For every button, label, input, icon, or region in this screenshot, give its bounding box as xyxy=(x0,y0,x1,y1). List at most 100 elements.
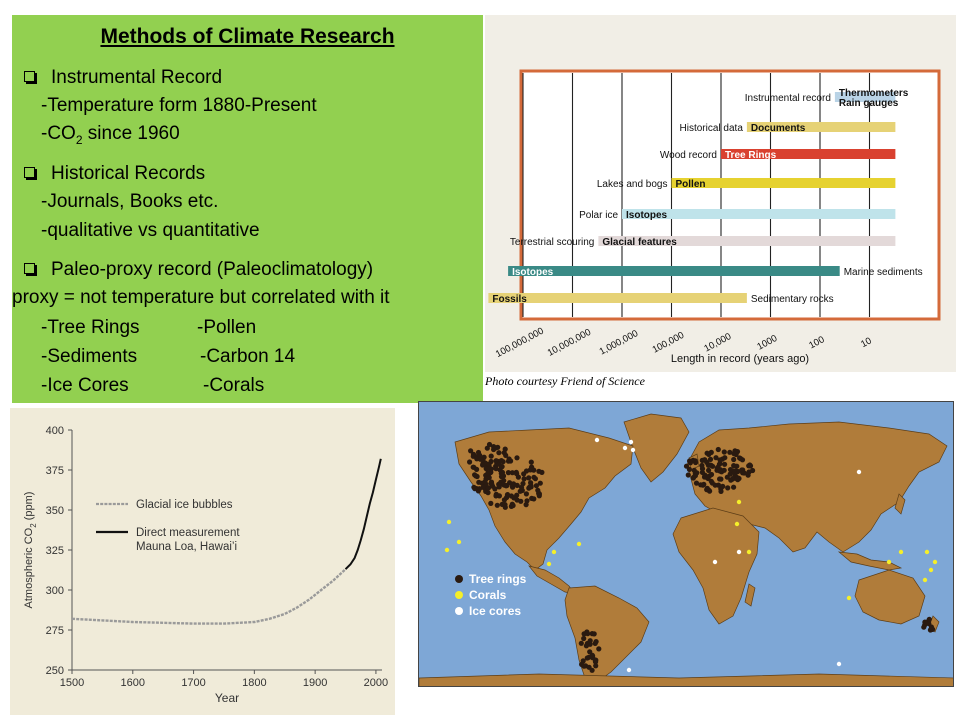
tree-ring-site xyxy=(486,441,493,448)
timeline-tick-label: 10 xyxy=(859,335,874,350)
tree-ring-site xyxy=(717,457,723,463)
tree-ring-site xyxy=(513,469,519,475)
timeline-row-label: Instrumental record xyxy=(745,93,831,104)
tree-ring-site xyxy=(523,468,530,474)
tree-ring-site xyxy=(499,469,505,475)
tree-ring-site xyxy=(586,654,592,660)
mauna-loa-series-line xyxy=(344,458,382,570)
coral-site xyxy=(898,549,904,555)
timeline-bar xyxy=(622,209,896,219)
coral-site xyxy=(551,549,557,555)
coral-site xyxy=(576,541,582,547)
tree-ring-site xyxy=(717,467,723,473)
tree-ring-site xyxy=(589,631,595,637)
tree-ring-site xyxy=(747,463,754,469)
tree-ring-site xyxy=(515,474,521,480)
tree-ring-site xyxy=(485,485,492,491)
tree-ring-site xyxy=(581,631,587,637)
tree-ring-site xyxy=(704,487,710,493)
timeline-bar-text: Documents xyxy=(751,123,806,134)
tree-ring-site xyxy=(921,624,927,630)
tree-ring-site xyxy=(928,624,934,630)
tree-ring-site xyxy=(505,470,511,476)
tree-ring-site xyxy=(472,472,478,478)
africa-shape xyxy=(672,507,760,625)
tree-ring-site xyxy=(707,462,713,468)
tree-ring-site xyxy=(467,459,473,465)
y-tick-label: 275 xyxy=(46,625,64,637)
tree-ring-site xyxy=(727,467,734,473)
tree-ring-site xyxy=(593,663,599,669)
antarctica-shape xyxy=(419,673,953,686)
ice-core-site xyxy=(630,447,636,453)
ice-core-site xyxy=(626,667,632,673)
timeline-bar xyxy=(598,236,896,246)
tree-ring-site xyxy=(745,472,751,478)
y-axis-label: Atmospheric CO2 (ppm) xyxy=(23,492,38,609)
tree-ring-site xyxy=(506,456,512,462)
tree-ring-site xyxy=(496,450,502,456)
checkbox-bullet-icon xyxy=(24,263,35,274)
timeline-tick-label: 1000 xyxy=(755,333,779,353)
australia-shape xyxy=(854,569,926,625)
tree-ring-site xyxy=(523,491,529,497)
legend-label: Direct measurement xyxy=(136,527,240,539)
timeline-bar-text: Isotopes xyxy=(512,267,554,278)
greenland-shape xyxy=(623,413,690,483)
coral-site xyxy=(746,549,752,555)
tree-ring-site xyxy=(593,639,599,645)
tree-ring-site xyxy=(493,445,499,451)
proxy-pollen: -Pollen xyxy=(197,317,257,338)
y-tick-label: 400 xyxy=(46,425,64,437)
photo-credit: Photo courtesy Friend of Science xyxy=(485,374,645,388)
tree-ring-site xyxy=(480,484,486,490)
timeline-tick-label: 1,000,000 xyxy=(598,328,640,358)
x-tick-label: 1800 xyxy=(242,677,266,689)
ice-core-site xyxy=(836,661,842,667)
tree-ring-site xyxy=(706,451,712,457)
coral-site xyxy=(922,577,928,583)
tree-ring-site xyxy=(578,640,584,646)
tree-ring-site xyxy=(493,493,499,499)
qualitative-line: -qualitative vs quantitative xyxy=(41,220,260,241)
ice-core-site xyxy=(594,437,600,443)
tree-ring-site xyxy=(514,492,520,498)
tree-ring-site xyxy=(713,455,719,461)
tree-ring-site xyxy=(922,619,928,625)
tree-ring-site xyxy=(476,479,482,485)
tree-ring-site xyxy=(480,462,486,468)
tree-ring-site xyxy=(729,476,735,482)
tree-ring-site xyxy=(503,452,509,458)
legend-ice-cores: Ice cores xyxy=(469,604,521,618)
tree-ring-site xyxy=(514,455,520,461)
tree-ring-site xyxy=(737,455,743,461)
indonesia-shape xyxy=(837,551,903,571)
tree-ring-site xyxy=(504,494,510,501)
tree-ring-site xyxy=(724,474,730,480)
slide-title: Methods of Climate Research xyxy=(100,25,395,48)
legend-label: Glacial ice bubbles xyxy=(136,499,233,511)
timeline-row-label: Marine sediments xyxy=(844,267,923,278)
tree-ring-site xyxy=(528,483,534,489)
tree-ring-site xyxy=(526,475,532,481)
world-map: Tree rings Corals Ice cores xyxy=(419,402,953,686)
tree-ring-site xyxy=(482,479,488,485)
temperature-line: -Temperature form 1880-Present xyxy=(41,95,317,116)
tree-ring-site xyxy=(731,451,737,457)
tree-ring-site xyxy=(533,483,539,489)
tree-ring-site xyxy=(715,446,721,453)
tree-ring-site xyxy=(492,486,498,492)
tree-ring-site xyxy=(528,459,534,465)
tree-ring-site xyxy=(487,465,493,471)
journals-line: -Journals, Books etc. xyxy=(41,191,219,212)
x-axis-label: Year xyxy=(215,691,239,705)
tree-ring-site xyxy=(712,482,718,488)
proxy-timeline-figure: 100,000,000 10,000,000 1,000,000 100,000 10,… xyxy=(485,15,956,372)
ice-core-site xyxy=(712,559,718,565)
timeline-tick-label: 10,000,000 xyxy=(546,327,593,359)
x-tick-label: 1600 xyxy=(121,677,145,689)
timeline-row-label: Terrestrial scouring xyxy=(510,237,594,248)
coral-site xyxy=(886,559,892,565)
tree-ring-site xyxy=(721,449,727,455)
y-tick-label: 375 xyxy=(46,465,64,477)
